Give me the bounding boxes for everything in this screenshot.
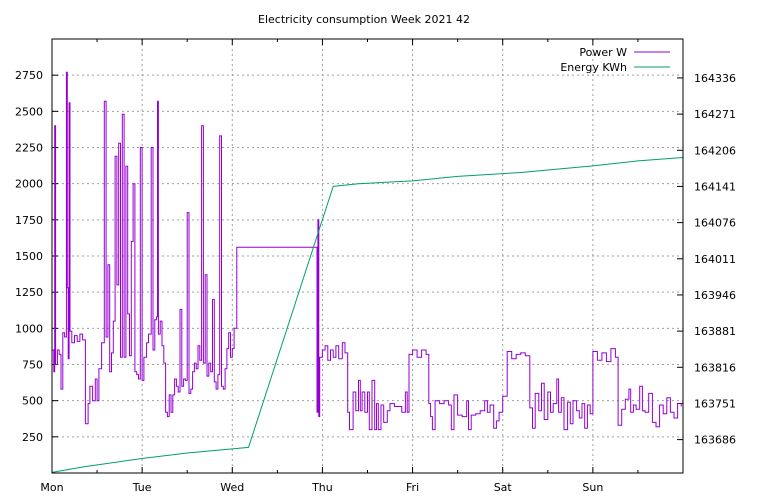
legend-label-energy: Energy KWh (560, 61, 627, 74)
chart-title: Electricity consumption Week 2021 42 (258, 13, 470, 26)
y-right-tick-label: 164076 (694, 217, 736, 230)
y-right-tick-label: 163686 (694, 434, 736, 447)
x-tick-label: Mon (40, 481, 63, 494)
x-tick-label: Thu (311, 481, 333, 494)
legend-label-power: Power W (579, 46, 627, 59)
y-left-tick-label: 2750 (15, 69, 43, 82)
y-left-tick-label: 750 (22, 359, 43, 372)
y-right-tick-label: 164011 (694, 253, 736, 266)
x-tick-label: Tue (132, 481, 152, 494)
power-series-line (52, 71, 682, 431)
y-left-tick-label: 2000 (15, 178, 43, 191)
y-right-tick-label: 164141 (694, 180, 736, 193)
legend: Power W Energy KWh (560, 46, 670, 74)
y-left-tick-label: 1500 (15, 250, 43, 263)
x-tick-label: Wed (220, 481, 244, 494)
y-left-tick-label: 1750 (15, 214, 43, 227)
y-right-tick-label: 163816 (694, 361, 736, 374)
x-tick-label: Fri (406, 481, 419, 494)
y-right-tick-label: 163751 (694, 397, 736, 410)
y-right-tick-label: 164336 (694, 72, 736, 85)
y-left-tick-label: 1250 (15, 286, 43, 299)
x-tick-label: Sun (582, 481, 603, 494)
plot-frame (51, 38, 684, 474)
y-left-tick-label: 250 (22, 431, 43, 444)
y-left-tick-label: 500 (22, 395, 43, 408)
tick-labels: 250 500 750 1000 1250 1500 1750 2000 2250 2500 275… (15, 69, 736, 494)
x-tick-label: Sat (494, 481, 513, 494)
y-right-tick-label: 163946 (694, 289, 736, 302)
y-left-tick-label: 2250 (15, 142, 43, 155)
plot-area (51, 71, 684, 473)
y-left-tick-label: 1000 (15, 322, 43, 335)
y-right-tick-label: 164271 (694, 108, 736, 121)
y-right-tick-label: 164206 (694, 144, 736, 157)
y-left-tick-label: 2500 (15, 105, 43, 118)
y-right-tick-label: 163881 (694, 325, 736, 338)
energy-series-line (51, 157, 684, 473)
